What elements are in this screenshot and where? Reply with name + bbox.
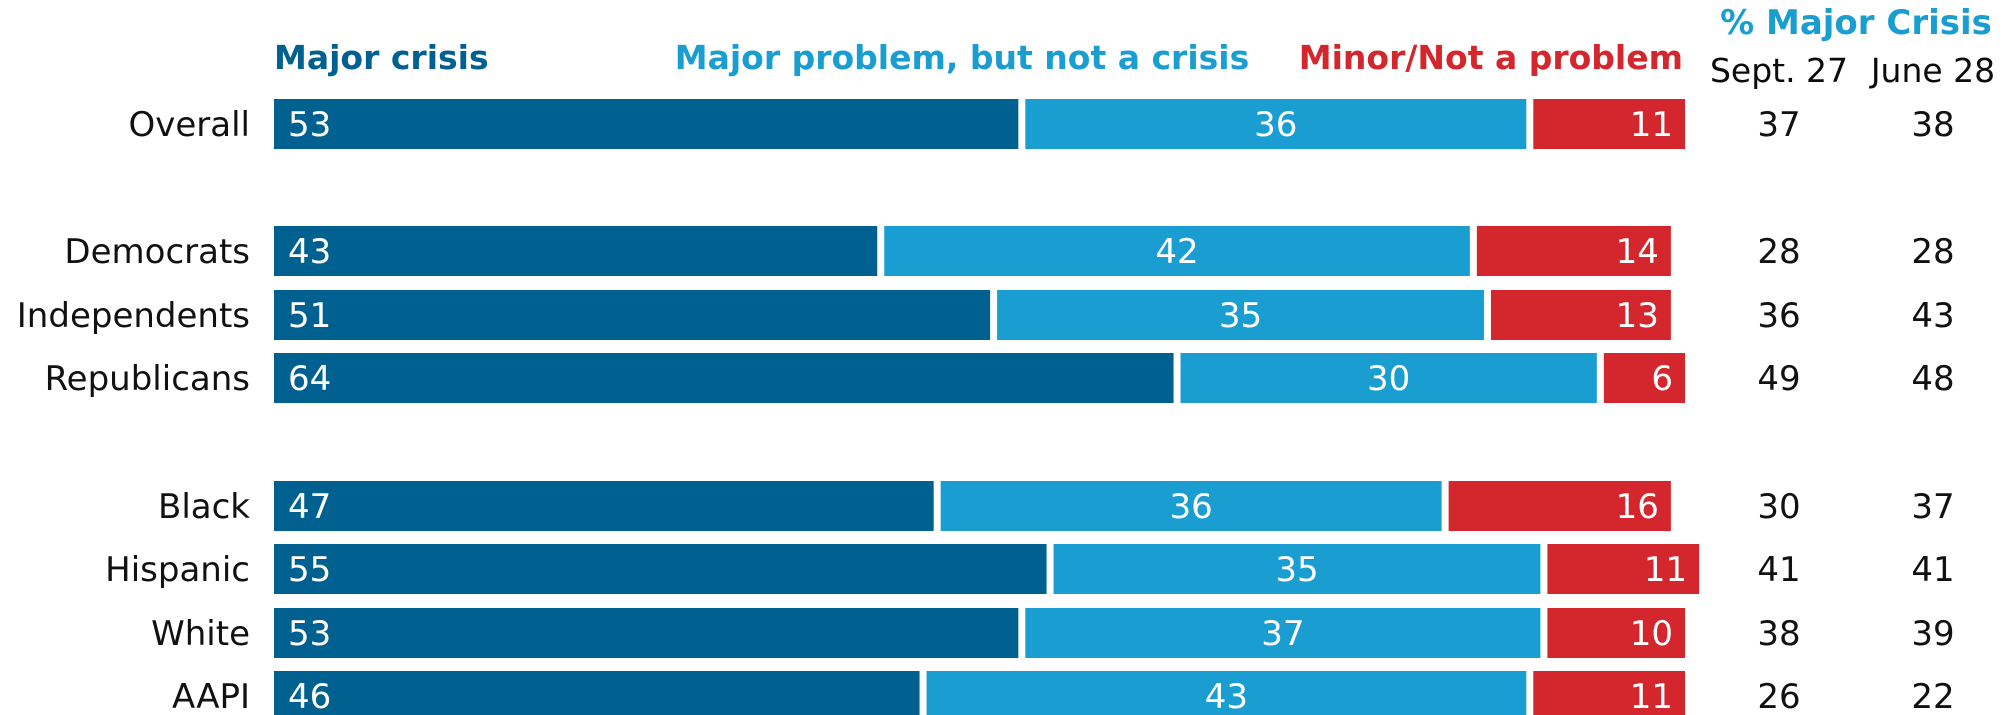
- data-label-minor: 13: [1616, 296, 1659, 336]
- data-label-major-problem: 30: [1367, 359, 1410, 399]
- june28-value: 37: [1911, 487, 1954, 527]
- data-label-major-crisis: 53: [288, 614, 331, 654]
- bar-minor: [1533, 671, 1685, 715]
- sept27-value: 28: [1757, 232, 1800, 272]
- data-label-minor: 11: [1630, 677, 1673, 715]
- legend-major-crisis: Major crisis: [274, 38, 489, 77]
- data-label-minor: 11: [1644, 550, 1687, 590]
- bar-major-problem: [940, 481, 1442, 531]
- row-label: Republicans: [45, 359, 250, 399]
- june28-value: 39: [1911, 614, 1954, 654]
- sept27-value: 30: [1757, 487, 1800, 527]
- bar-minor: [1547, 608, 1685, 658]
- bar-major-problem: [884, 226, 1470, 276]
- data-label-minor: 14: [1616, 232, 1659, 272]
- side-header-june28: June 28: [1869, 51, 1995, 90]
- bar-minor: [1448, 481, 1671, 531]
- data-label-major-crisis: 47: [288, 487, 331, 527]
- bar-major-crisis: [274, 353, 1174, 403]
- data-label-minor: 16: [1616, 487, 1659, 527]
- bar-minor: [1603, 353, 1685, 403]
- bar-major-crisis: [274, 608, 1019, 658]
- data-label-major-crisis: 55: [288, 550, 331, 590]
- row-label: White: [151, 614, 250, 654]
- bar-major-problem: [1025, 99, 1527, 149]
- data-label-major-crisis: 53: [288, 105, 331, 145]
- row-label: AAPI: [172, 677, 250, 715]
- sept27-value: 36: [1757, 296, 1800, 336]
- data-label-major-crisis: 46: [288, 677, 331, 715]
- bar-major-crisis: [274, 290, 991, 340]
- row-label: Independents: [17, 296, 250, 336]
- legend-major-problem: Major problem, but not a crisis: [675, 38, 1249, 77]
- data-label-major-problem: 36: [1170, 487, 1213, 527]
- row-label: Hispanic: [105, 550, 250, 590]
- data-label-major-problem: 36: [1254, 105, 1297, 145]
- row-label: Black: [158, 487, 250, 527]
- june28-value: 28: [1911, 232, 1954, 272]
- bar-minor: [1476, 226, 1671, 276]
- sept27-value: 49: [1757, 359, 1800, 399]
- data-label-minor: 6: [1651, 359, 1673, 399]
- sept27-value: 26: [1757, 677, 1800, 715]
- bar-major-problem: [1053, 544, 1541, 594]
- bar-major-crisis: [274, 671, 920, 715]
- data-label-major-problem: 37: [1261, 614, 1304, 654]
- bar-major-crisis: [274, 481, 934, 531]
- bar-minor: [1533, 99, 1685, 149]
- row-label: Overall: [128, 105, 250, 145]
- data-label-major-crisis: 64: [288, 359, 331, 399]
- data-label-minor: 10: [1630, 614, 1673, 654]
- data-label-major-crisis: 43: [288, 232, 331, 272]
- bar-major-crisis: [274, 226, 878, 276]
- row-label: Democrats: [64, 232, 250, 272]
- data-label-major-problem: 42: [1155, 232, 1198, 272]
- june28-value: 22: [1911, 677, 1954, 715]
- sept27-value: 41: [1757, 550, 1800, 590]
- data-label-major-problem: 43: [1205, 677, 1248, 715]
- june28-value: 38: [1911, 105, 1954, 145]
- bar-major-problem: [926, 671, 1527, 715]
- bar-major-problem: [997, 290, 1484, 340]
- bar-minor: [1547, 544, 1700, 594]
- data-label-major-problem: 35: [1275, 550, 1318, 590]
- data-label-minor: 11: [1630, 105, 1673, 145]
- bar-major-problem: [1025, 608, 1541, 658]
- sept27-value: 37: [1757, 105, 1800, 145]
- bars-group: Overall 53 36 11 37 38 Democrats 43 42 14 28 28 Inde…: [17, 99, 1955, 715]
- side-header-sept27: Sept. 27: [1710, 51, 1848, 90]
- side-header-title: % Major Crisis: [1720, 3, 1992, 43]
- data-label-major-crisis: 51: [288, 296, 331, 336]
- bar-major-crisis: [274, 544, 1047, 594]
- june28-value: 41: [1911, 550, 1954, 590]
- bar-minor: [1490, 290, 1671, 340]
- june28-value: 43: [1911, 296, 1954, 336]
- june28-value: 48: [1911, 359, 1954, 399]
- data-label-major-problem: 35: [1219, 296, 1262, 336]
- bar-major-crisis: [274, 99, 1019, 149]
- legend-minor: Minor/Not a problem: [1299, 38, 1683, 77]
- bar-major-problem: [1180, 353, 1597, 403]
- sept27-value: 38: [1757, 614, 1800, 654]
